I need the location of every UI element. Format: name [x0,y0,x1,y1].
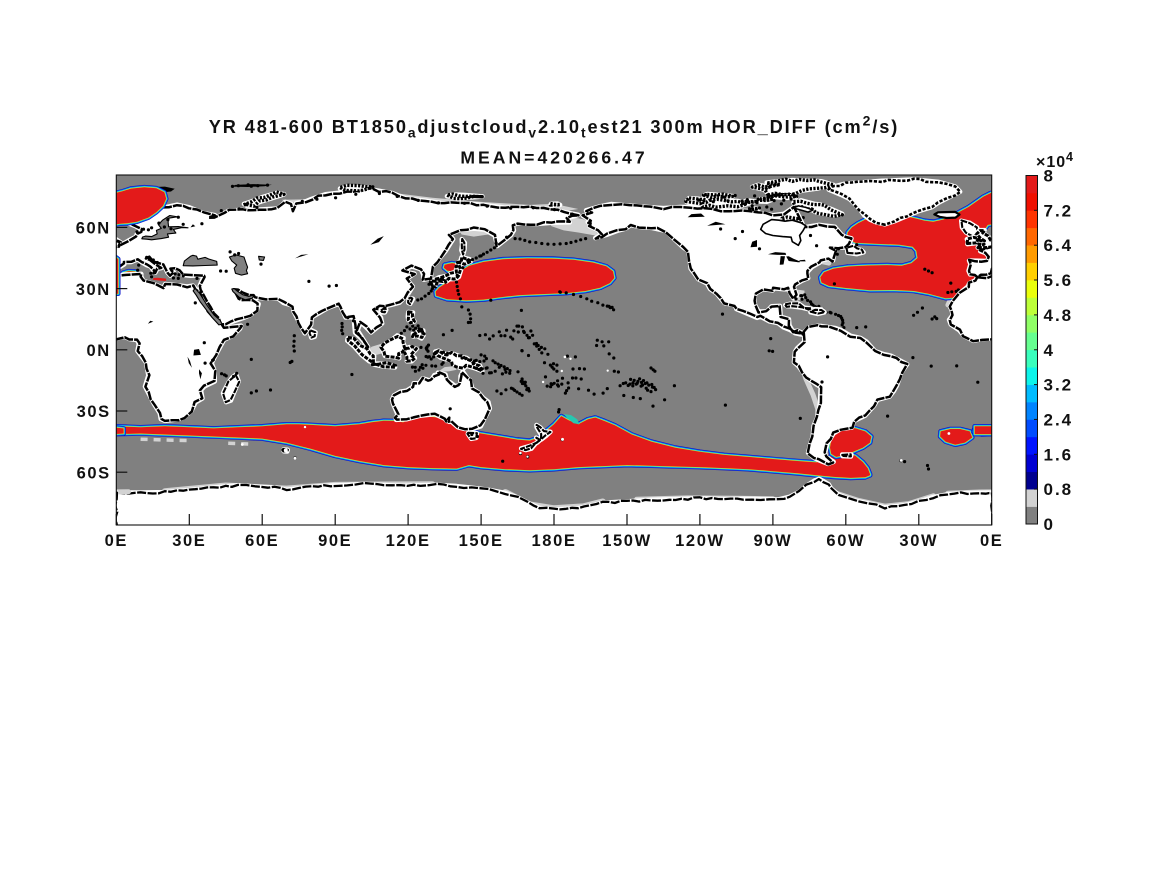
svg-text:×10: ×10 [1036,154,1066,171]
svg-text:30W: 30W [899,532,938,550]
svg-text:2.4: 2.4 [1044,410,1074,429]
svg-text:0.8: 0.8 [1044,480,1074,499]
svg-text:4: 4 [1066,150,1073,164]
svg-text:30S: 30S [77,403,111,421]
svg-text:0E: 0E [105,532,128,550]
svg-text:150W: 150W [602,532,652,550]
svg-text:30N: 30N [76,281,111,299]
svg-text:0E: 0E [980,532,1003,550]
svg-text:0: 0 [1044,515,1055,534]
svg-text:150E: 150E [459,532,504,550]
svg-text:0N: 0N [87,342,111,360]
svg-text:60W: 60W [826,532,865,550]
svg-text:4.8: 4.8 [1044,306,1074,325]
svg-text:30E: 30E [172,532,206,550]
svg-text:1.6: 1.6 [1044,445,1074,464]
svg-text:120W: 120W [675,532,725,550]
svg-text:YR 481-600 BT1850adjustcloudv2: YR 481-600 BT1850adjustcloudv2.10test21 … [209,113,900,141]
svg-text:90W: 90W [754,532,793,550]
svg-text:7.2: 7.2 [1044,201,1074,220]
svg-text:60E: 60E [245,532,279,550]
svg-text:4: 4 [1044,341,1055,360]
svg-text:60S: 60S [77,464,111,482]
svg-text:60N: 60N [76,220,111,238]
svg-text:180E: 180E [532,532,577,550]
svg-text:MEAN=420266.47: MEAN=420266.47 [460,148,647,168]
svg-text:120E: 120E [386,532,431,550]
svg-text:8: 8 [1044,167,1055,186]
svg-text:6.4: 6.4 [1044,236,1074,255]
svg-text:5.6: 5.6 [1044,271,1074,290]
svg-text:3.2: 3.2 [1044,376,1074,395]
svg-text:90E: 90E [318,532,352,550]
